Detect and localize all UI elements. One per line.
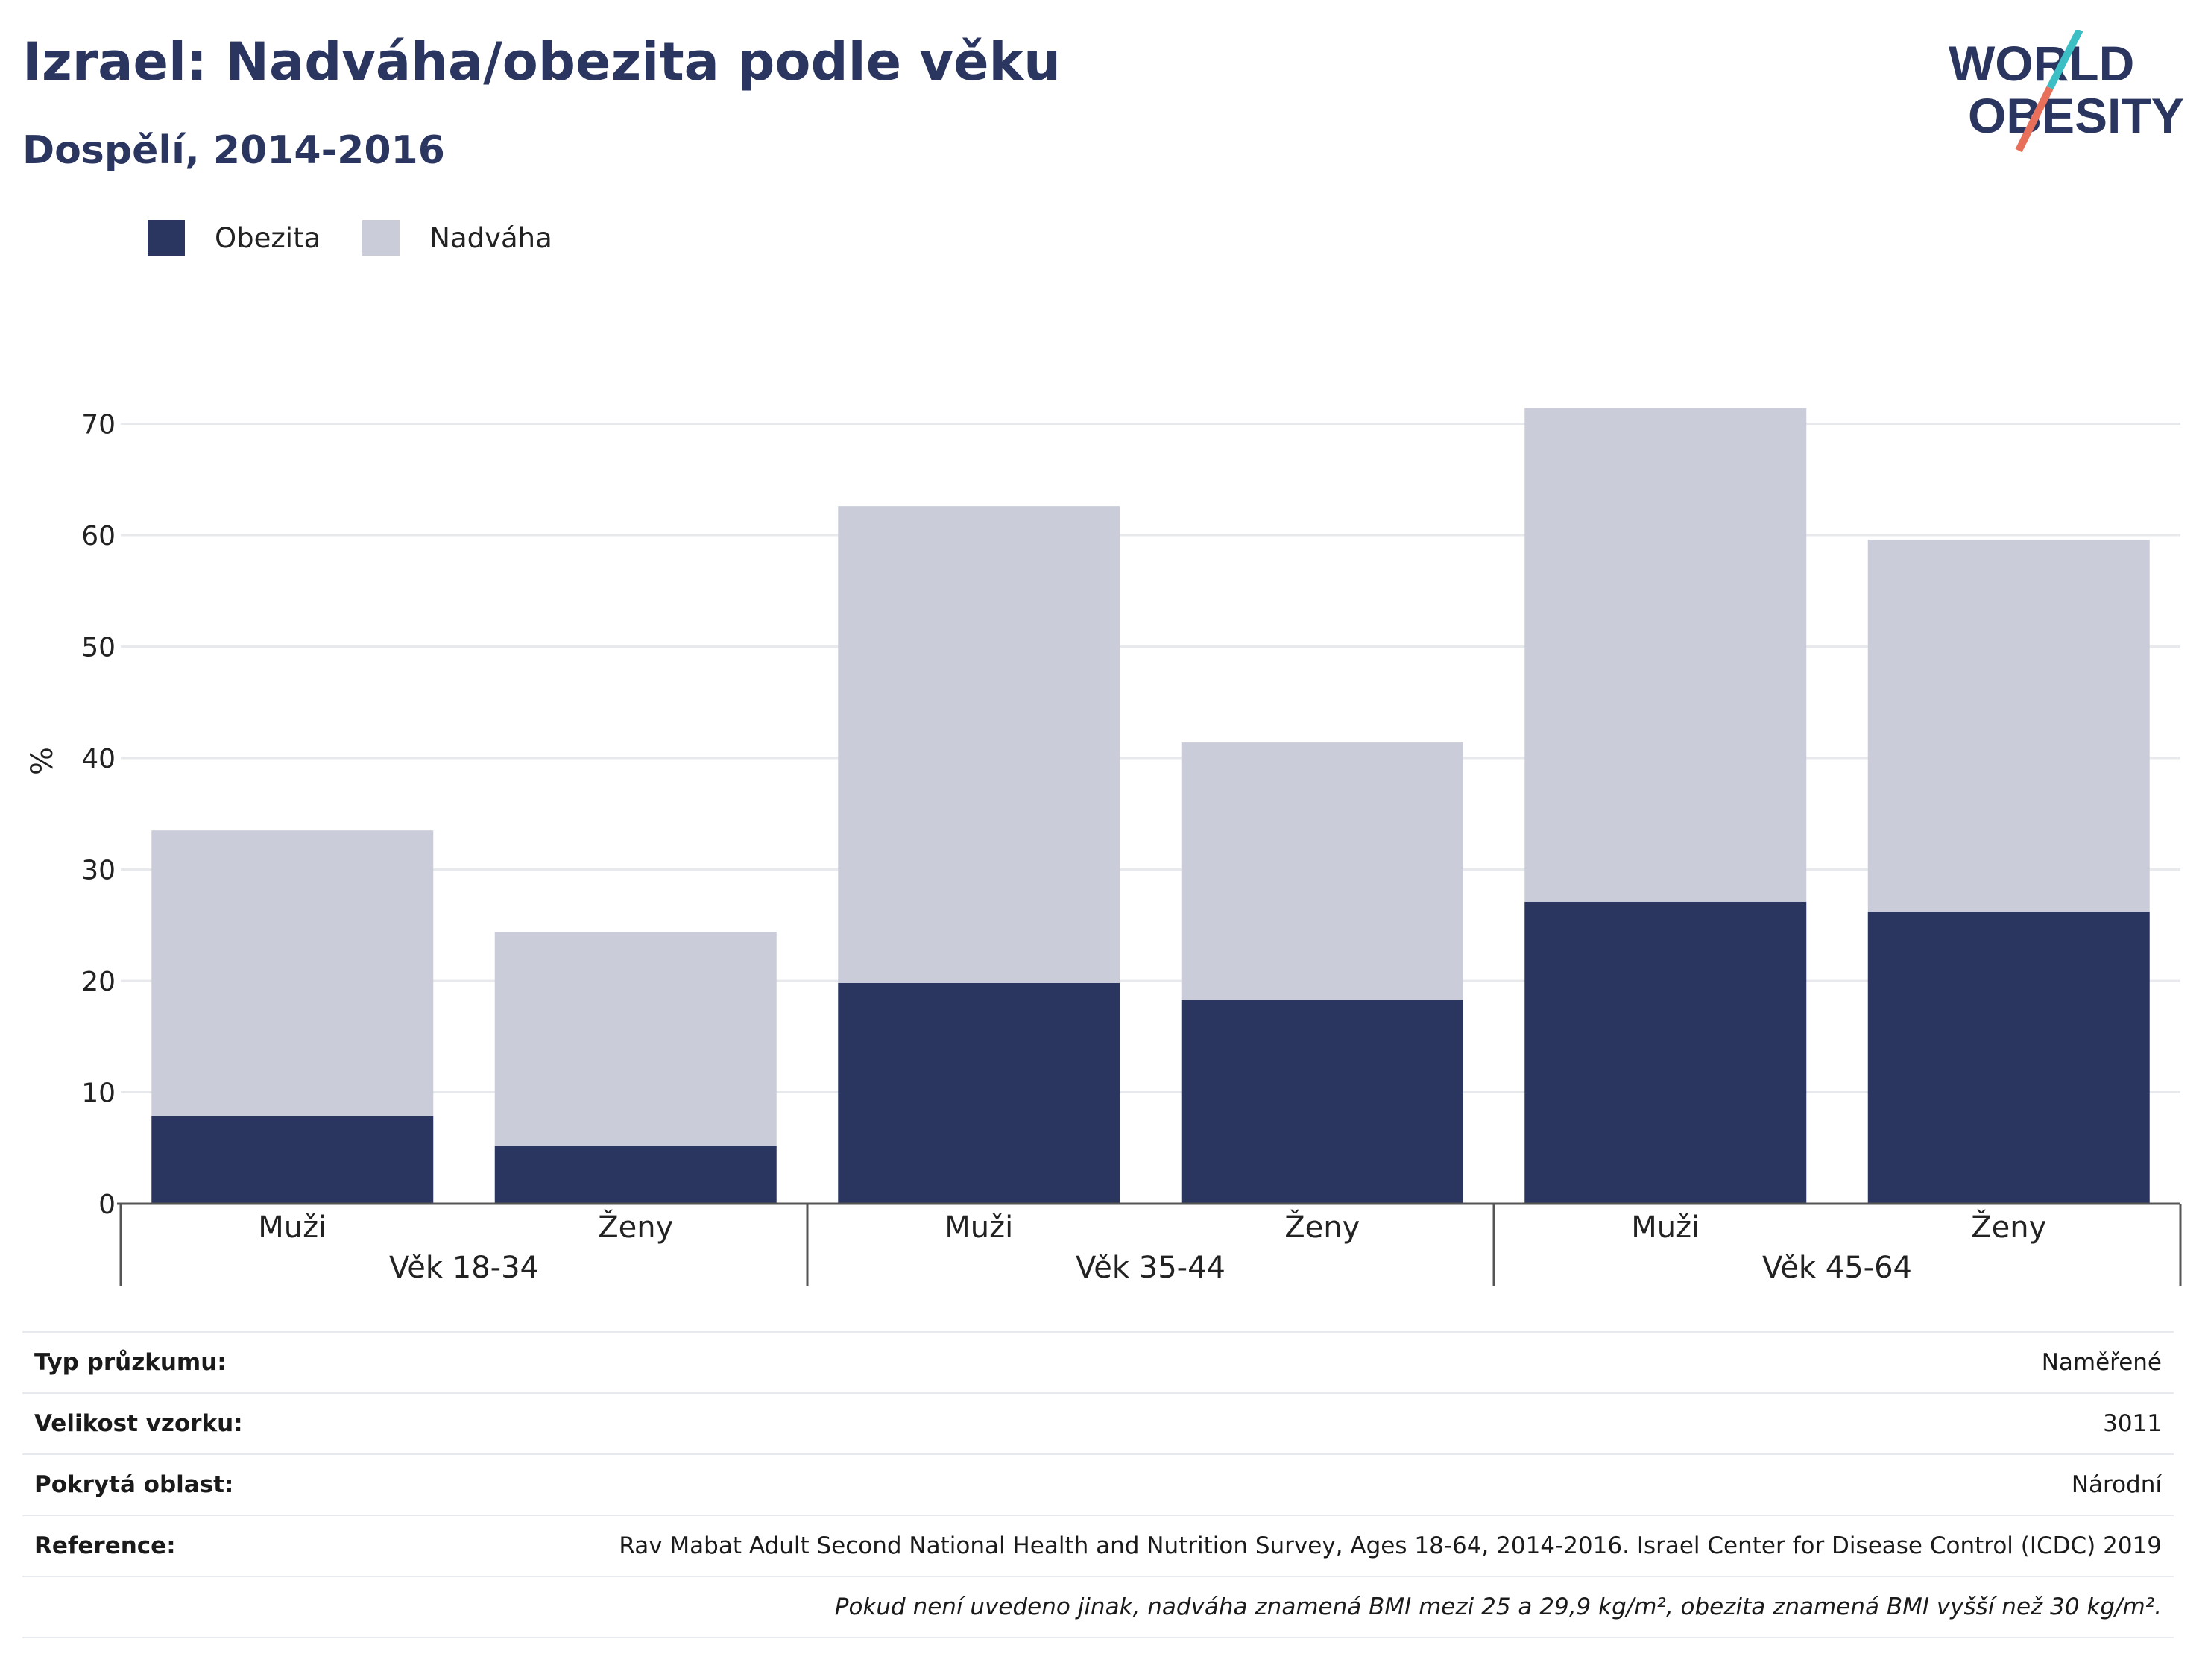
bar-obezita (151, 1115, 434, 1204)
x-category-label: Muži (1631, 1210, 1700, 1245)
info-table: Typ průzkumu: Naměřené Velikost vzorku: … (22, 1331, 2174, 1638)
info-value: Rav Mabat Adult Second National Health a… (619, 1532, 2162, 1559)
bar-nadvaha (1181, 742, 1463, 1000)
bar-obezita (1181, 1000, 1463, 1204)
bar-obezita (494, 1146, 777, 1204)
info-label: Typ průzkumu: (34, 1349, 227, 1376)
info-value: 3011 (2103, 1410, 2162, 1437)
x-category-label: Ženy (1284, 1209, 1360, 1245)
legend-label-obezita: Obezita (215, 221, 321, 254)
legend-label-nadvaha: Nadváha (429, 221, 552, 254)
info-row-note: Pokud není uvedeno jinak, nadváha znamen… (22, 1576, 2174, 1638)
info-row-coverage: Pokrytá oblast: Národní (22, 1454, 2174, 1515)
stacked-bar-chart: 0 10 20 30 40 50 60 70% Muži Ženy Věk 18-34 Muži Žen… (25, 408, 2182, 1286)
legend: Obezita Nadváha (148, 220, 594, 256)
legend-swatch-obezita (148, 220, 185, 256)
x-category-label: Muži (944, 1210, 1013, 1245)
chart-title: Izrael: Nadváha/obezita podle věku (22, 31, 1061, 92)
info-label: Velikost vzorku: (34, 1410, 243, 1437)
info-label: Pokrytá oblast: (34, 1471, 234, 1498)
x-category-label: Ženy (1971, 1209, 2046, 1245)
definition-note: Pokud není uvedeno jinak, nadváha znamen… (834, 1594, 2162, 1620)
logo-line1: WORLD (1949, 36, 2134, 91)
info-value: Naměřené (2041, 1349, 2162, 1376)
bar-nadvaha (494, 932, 777, 1146)
chart-subtitle: Dospělí, 2014-2016 (22, 128, 445, 173)
bar-nadvaha (838, 506, 1120, 983)
y-tick-label: 50 (81, 633, 116, 663)
bar-nadvaha (151, 830, 434, 1116)
y-tick-label: 70 (81, 410, 116, 440)
y-tick-label: 0 (98, 1190, 116, 1220)
y-tick-label: 20 (81, 967, 116, 997)
logo-slash-red (2015, 86, 2054, 153)
info-row-reference: Reference: Rav Mabat Adult Second Nation… (22, 1515, 2174, 1576)
x-group-label: Věk 35-44 (1076, 1251, 1225, 1285)
y-tick-label: 30 (81, 856, 116, 886)
x-group-label: Věk 18-34 (389, 1251, 539, 1285)
y-tick-label: 10 (81, 1079, 116, 1109)
info-row-survey-type: Typ průzkumu: Naměřené (22, 1332, 2174, 1393)
info-label: Reference: (34, 1532, 176, 1559)
y-tick-label: 40 (81, 744, 116, 774)
bar-obezita (838, 982, 1120, 1204)
x-category-label: Muži (258, 1210, 327, 1245)
logo-slash-teal (2046, 30, 2083, 90)
x-category-label: Ženy (598, 1209, 673, 1245)
y-tick-label: 60 (81, 521, 116, 552)
world-obesity-logo: WORLD OBESITY (1949, 30, 2184, 153)
legend-item-nadvaha[interactable]: Nadváha (362, 220, 552, 256)
logo-line2: OBESITY (1968, 88, 2184, 143)
legend-swatch-nadvaha (362, 220, 400, 256)
bar-obezita (1524, 901, 1807, 1204)
y-axis-label: % (25, 747, 60, 775)
bar-nadvaha (1867, 539, 2150, 912)
bar-obezita (1867, 912, 2150, 1204)
info-value: Národní (2071, 1471, 2162, 1498)
x-group-label: Věk 45-64 (1762, 1251, 1912, 1285)
bar-nadvaha (1524, 408, 1807, 902)
info-row-sample-size: Velikost vzorku: 3011 (22, 1393, 2174, 1454)
legend-item-obezita[interactable]: Obezita (148, 220, 321, 256)
